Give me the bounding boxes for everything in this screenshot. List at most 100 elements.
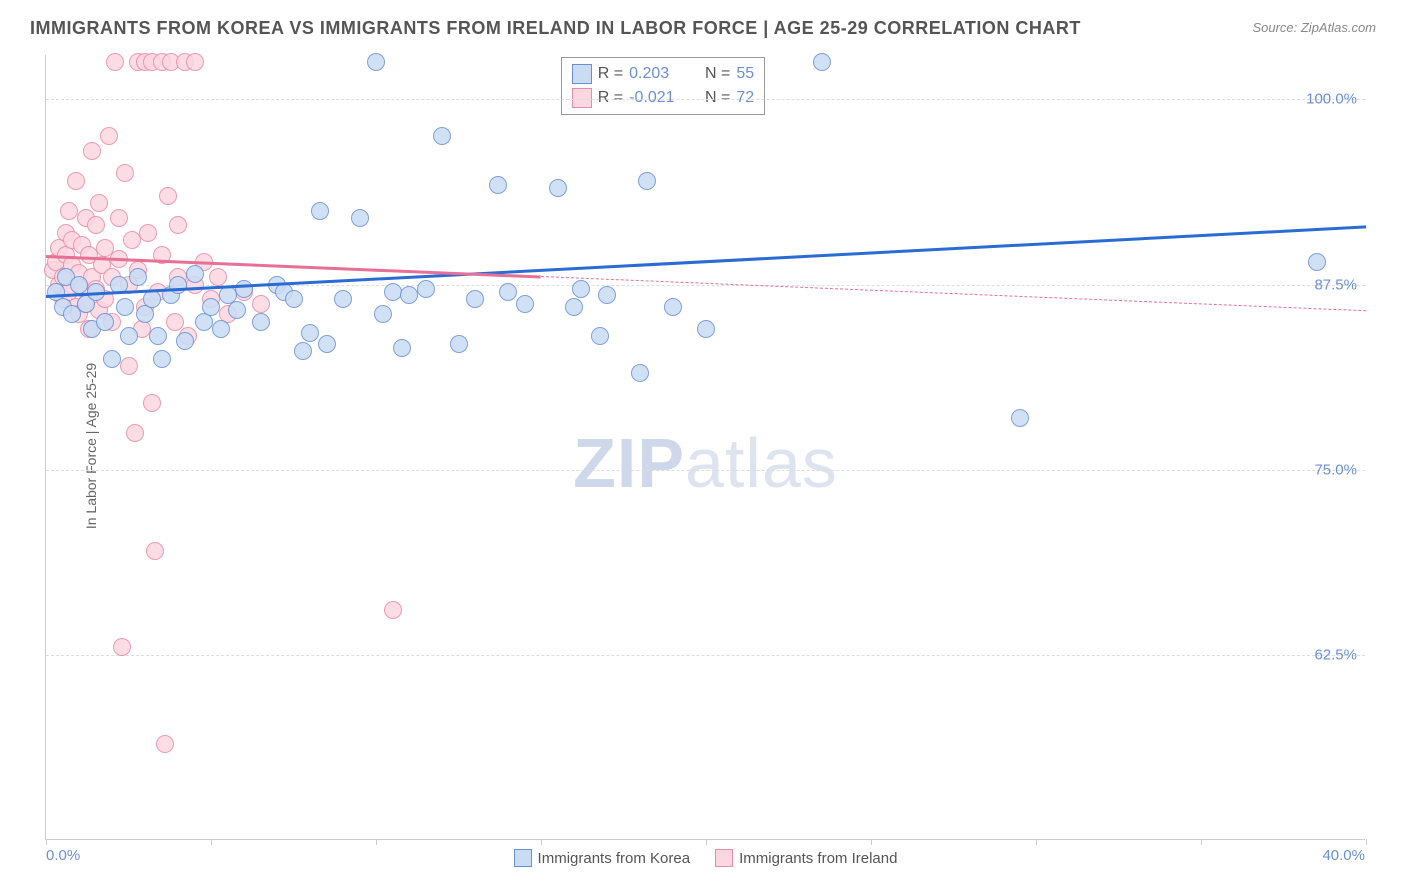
data-point bbox=[123, 231, 141, 249]
data-point bbox=[120, 327, 138, 345]
data-point bbox=[565, 298, 583, 316]
data-point bbox=[697, 320, 715, 338]
data-point bbox=[664, 298, 682, 316]
data-point bbox=[384, 601, 402, 619]
data-point bbox=[631, 364, 649, 382]
data-point bbox=[466, 290, 484, 308]
data-point bbox=[252, 295, 270, 313]
data-point bbox=[1011, 409, 1029, 427]
data-point bbox=[294, 342, 312, 360]
data-point bbox=[106, 53, 124, 71]
y-tick-label: 100.0% bbox=[1306, 91, 1357, 108]
data-point bbox=[116, 164, 134, 182]
legend-row: R = -0.021 N = 72 bbox=[572, 86, 754, 110]
x-tick bbox=[1036, 839, 1037, 845]
y-tick-label: 62.5% bbox=[1314, 646, 1357, 663]
data-point bbox=[572, 280, 590, 298]
data-point bbox=[120, 357, 138, 375]
data-point bbox=[351, 209, 369, 227]
data-point bbox=[60, 202, 78, 220]
data-point bbox=[212, 320, 230, 338]
data-point bbox=[153, 350, 171, 368]
data-point bbox=[110, 209, 128, 227]
chart-plot-area: ZIPatlas R = 0.203 N = 55R = -0.021 N = … bbox=[45, 55, 1365, 840]
data-point bbox=[100, 127, 118, 145]
data-point bbox=[591, 327, 609, 345]
data-point bbox=[70, 276, 88, 294]
data-point bbox=[549, 179, 567, 197]
data-point bbox=[499, 283, 517, 301]
data-point bbox=[159, 187, 177, 205]
data-point bbox=[96, 313, 114, 331]
data-point bbox=[166, 313, 184, 331]
x-tick bbox=[211, 839, 212, 845]
data-point bbox=[186, 265, 204, 283]
x-tick bbox=[46, 839, 47, 845]
gridline bbox=[46, 470, 1365, 471]
data-point bbox=[1308, 253, 1326, 271]
data-point bbox=[638, 172, 656, 190]
data-point bbox=[139, 224, 157, 242]
data-point bbox=[149, 327, 167, 345]
gridline bbox=[46, 99, 1365, 100]
data-point bbox=[90, 194, 108, 212]
data-point bbox=[126, 424, 144, 442]
data-point bbox=[202, 298, 220, 316]
data-point bbox=[228, 301, 246, 319]
data-point bbox=[176, 332, 194, 350]
data-point bbox=[113, 638, 131, 656]
data-point bbox=[489, 176, 507, 194]
chart-title: IMMIGRANTS FROM KOREA VS IMMIGRANTS FROM… bbox=[30, 18, 1081, 39]
x-tick bbox=[376, 839, 377, 845]
legend-row: R = 0.203 N = 55 bbox=[572, 62, 754, 86]
x-tick bbox=[871, 839, 872, 845]
data-point bbox=[367, 53, 385, 71]
data-point bbox=[103, 350, 121, 368]
legend-item: Immigrants from Korea bbox=[514, 849, 691, 867]
gridline bbox=[46, 655, 1365, 656]
data-point bbox=[433, 127, 451, 145]
correlation-legend: R = 0.203 N = 55R = -0.021 N = 72 bbox=[561, 57, 765, 115]
data-point bbox=[67, 172, 85, 190]
data-point bbox=[209, 268, 227, 286]
data-point bbox=[156, 735, 174, 753]
x-axis-max-label: 40.0% bbox=[1322, 847, 1365, 864]
data-point bbox=[301, 324, 319, 342]
legend-item: Immigrants from Ireland bbox=[715, 849, 897, 867]
data-point bbox=[129, 268, 147, 286]
x-tick bbox=[1201, 839, 1202, 845]
data-point bbox=[235, 280, 253, 298]
data-point bbox=[83, 142, 101, 160]
x-tick bbox=[541, 839, 542, 845]
data-point bbox=[116, 298, 134, 316]
data-point bbox=[516, 295, 534, 313]
data-point bbox=[813, 53, 831, 71]
data-point bbox=[186, 53, 204, 71]
data-point bbox=[146, 542, 164, 560]
x-tick bbox=[1366, 839, 1367, 845]
data-point bbox=[143, 290, 161, 308]
y-tick-label: 75.0% bbox=[1314, 461, 1357, 478]
data-point bbox=[252, 313, 270, 331]
data-point bbox=[285, 290, 303, 308]
data-point bbox=[311, 202, 329, 220]
series-legend: Immigrants from Korea Immigrants from Ire… bbox=[514, 849, 898, 867]
data-point bbox=[87, 216, 105, 234]
y-tick-label: 87.5% bbox=[1314, 276, 1357, 293]
data-point bbox=[334, 290, 352, 308]
data-point bbox=[393, 339, 411, 357]
trend-line bbox=[46, 225, 1366, 298]
data-point bbox=[384, 283, 402, 301]
data-point bbox=[400, 286, 418, 304]
watermark: ZIPatlas bbox=[573, 423, 838, 503]
data-point bbox=[598, 286, 616, 304]
data-point bbox=[318, 335, 336, 353]
data-point bbox=[450, 335, 468, 353]
x-tick bbox=[706, 839, 707, 845]
data-point bbox=[417, 280, 435, 298]
data-point bbox=[169, 216, 187, 234]
source-label: Source: ZipAtlas.com bbox=[1252, 20, 1376, 35]
data-point bbox=[143, 394, 161, 412]
x-axis-min-label: 0.0% bbox=[46, 847, 80, 864]
data-point bbox=[374, 305, 392, 323]
